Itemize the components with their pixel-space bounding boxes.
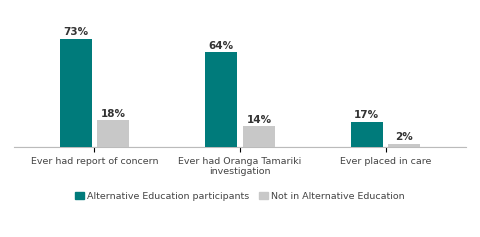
Text: 17%: 17%	[354, 110, 379, 120]
Bar	[60, 39, 92, 147]
Text: 2%: 2%	[396, 132, 413, 142]
Text: 73%: 73%	[63, 27, 88, 37]
Bar	[205, 52, 237, 147]
Bar	[243, 126, 275, 147]
Bar	[350, 122, 383, 147]
Bar	[388, 144, 420, 147]
Text: 14%: 14%	[246, 115, 272, 125]
Text: 18%: 18%	[101, 109, 126, 119]
Text: 64%: 64%	[208, 41, 234, 51]
Bar	[97, 120, 130, 147]
Legend: Alternative Education participants, Not in Alternative Education: Alternative Education participants, Not …	[72, 188, 408, 205]
